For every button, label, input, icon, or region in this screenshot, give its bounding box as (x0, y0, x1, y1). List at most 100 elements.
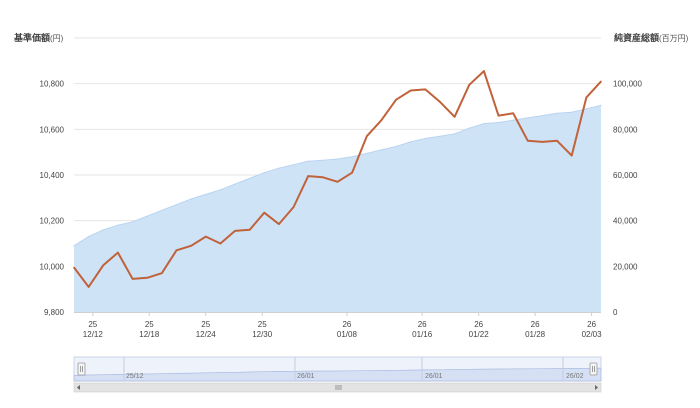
net-assets-point (293, 164, 295, 166)
net-assets-point (439, 135, 441, 137)
net-assets-fill (74, 105, 601, 313)
x-tick-year: 26 (418, 320, 427, 329)
x-tick-year: 25 (258, 320, 267, 329)
net-assets-point (88, 236, 90, 238)
x-tick-date: 02/03 (582, 330, 603, 339)
net-assets-point (454, 133, 456, 135)
net-assets-point (585, 108, 588, 110)
x-tick-year: 26 (474, 320, 483, 329)
x-tick-date: 01/08 (337, 330, 358, 339)
price-point (512, 112, 514, 115)
navigator-series (73, 367, 602, 382)
net-assets-point (410, 141, 412, 143)
x-tick-date: 12/24 (196, 330, 217, 339)
price-point (263, 211, 266, 214)
x-tick-date: 12/30 (252, 330, 273, 339)
net-assets-point (527, 117, 529, 119)
price-point (453, 116, 456, 118)
price-point (468, 84, 471, 86)
range-navigator[interactable]: 25/12 26/01 26/01 26/02 (73, 356, 602, 393)
x-tick-year: 26 (342, 320, 351, 329)
net-assets-point (322, 159, 324, 161)
right-tick-label: 40,000 (613, 217, 638, 226)
x-tick-date: 12/12 (83, 330, 104, 339)
price-point (307, 175, 310, 177)
net-assets-point (541, 115, 544, 117)
price-point (322, 176, 324, 179)
right-tick-label: 0 (613, 308, 618, 317)
price-point (117, 251, 119, 254)
price-point (190, 245, 192, 247)
price-point (570, 154, 573, 157)
net-assets-point (278, 167, 280, 169)
net-assets-point (117, 224, 119, 226)
scroll-right-arrow[interactable] (595, 385, 598, 390)
right-tick-label: 100,000 (613, 80, 642, 89)
navigator-left-handle[interactable] (77, 362, 86, 376)
left-axis-title: 基準価額(円) (14, 33, 64, 43)
price-point (409, 89, 412, 92)
left-tick-label: 10,200 (40, 217, 65, 226)
x-tick-year: 25 (201, 320, 210, 329)
net-assets-point (556, 112, 558, 114)
net-assets-point (424, 137, 426, 140)
price-point (175, 249, 178, 252)
price-point (219, 242, 222, 245)
right-tick-label: 60,000 (613, 171, 638, 180)
navigator-right-handle[interactable] (589, 362, 598, 376)
left-tick-label: 9,800 (44, 308, 65, 317)
net-assets-point (102, 229, 104, 231)
right-y-axis: 0 20,000 40,000 60,000 80,000 100,000 (613, 80, 642, 317)
net-assets-point (366, 152, 368, 154)
price-point (292, 206, 295, 208)
net-assets-point (132, 221, 134, 223)
price-point (131, 278, 134, 280)
price-point (424, 88, 427, 91)
scroll-left-arrow[interactable] (77, 385, 80, 390)
scrollbar-thumb-grip[interactable] (335, 385, 342, 390)
price-point (205, 235, 207, 238)
net-assets-point (161, 209, 163, 211)
net-assets-point (483, 123, 485, 125)
net-assets-point (512, 119, 514, 121)
net-assets-point (146, 215, 148, 217)
price-point (351, 171, 353, 174)
net-assets-point (234, 183, 236, 185)
price-line (73, 70, 602, 288)
navigator-label: 26/01 (425, 373, 443, 380)
price-point (248, 229, 251, 231)
net-assets-point (219, 189, 221, 191)
left-y-axis: 9,800 10,000 10,200 10,400 10,600 10,800 (40, 80, 65, 317)
x-tick-year: 25 (145, 320, 154, 329)
net-assets-point (249, 177, 251, 179)
price-point (234, 230, 236, 232)
net-assets-point (205, 193, 207, 195)
price-point (527, 140, 529, 142)
net-assets-point (497, 121, 500, 124)
x-tick-year: 26 (531, 320, 540, 329)
right-axis-title: 純資産総額(百万円) (614, 33, 689, 43)
net-assets-point (395, 145, 397, 148)
price-point (161, 272, 163, 275)
price-point (278, 223, 280, 225)
x-axis: 2512/122512/182512/242512/302601/082601/… (74, 312, 602, 339)
price-point (366, 135, 368, 137)
net-assets-point (263, 172, 265, 174)
price-point (87, 286, 90, 288)
net-assets-point (351, 156, 353, 158)
left-tick-label: 10,800 (40, 80, 65, 89)
net-assets-point (600, 104, 602, 106)
price-point (541, 141, 544, 143)
price-point (483, 70, 485, 72)
price-point (600, 80, 602, 83)
net-assets-point (571, 111, 573, 113)
price-point (585, 96, 588, 99)
right-tick-label: 20,000 (613, 262, 638, 271)
left-tick-label: 10,400 (40, 171, 65, 180)
price-point (146, 277, 148, 279)
right-tick-label: 80,000 (613, 125, 638, 134)
x-tick-date: 12/18 (139, 330, 160, 339)
net-assets-point (73, 245, 75, 247)
x-tick-date: 01/28 (525, 330, 546, 339)
